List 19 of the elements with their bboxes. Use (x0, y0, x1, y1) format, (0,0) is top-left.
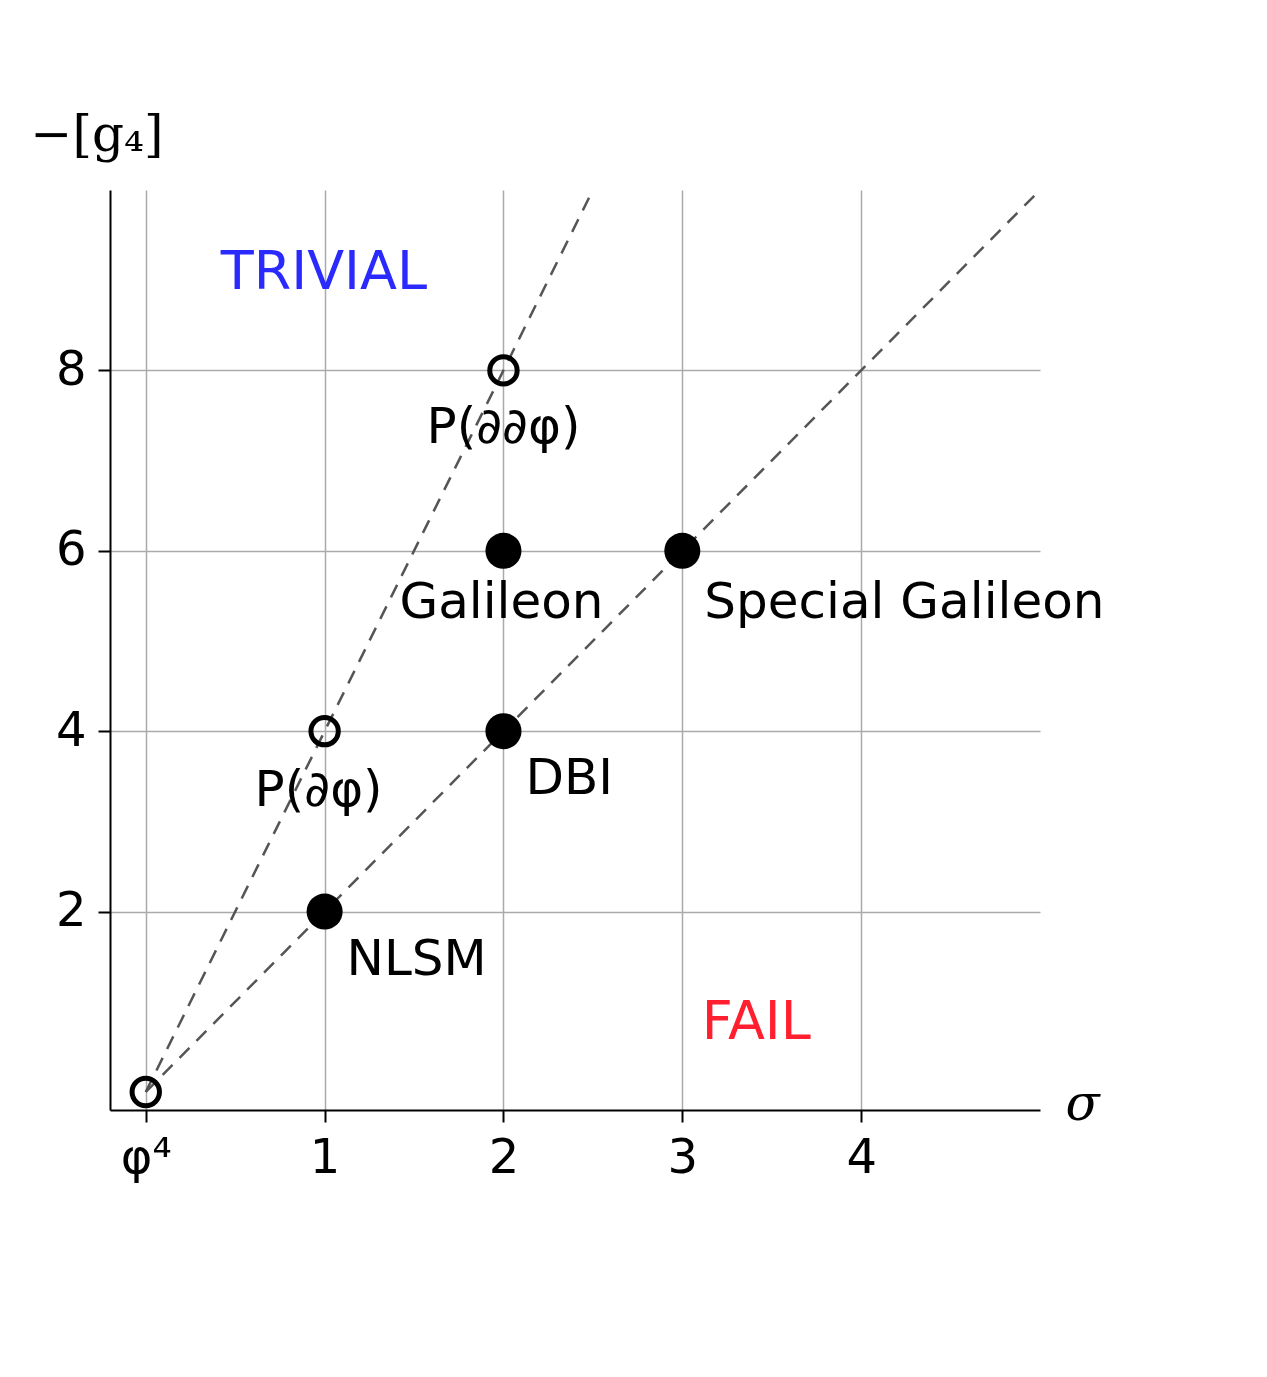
annotation: NLSM (346, 928, 487, 987)
annotation: P(∂φ) (254, 760, 383, 819)
x-tick-label: 1 (309, 1127, 341, 1184)
x-tick-label: 4 (846, 1127, 877, 1184)
y-tick-label: 8 (55, 339, 87, 396)
annotation: Galileon (399, 571, 604, 630)
annotation: DBI (525, 748, 614, 807)
annotation: P(∂∂φ) (426, 397, 581, 456)
y-tick-label: 6 (55, 520, 87, 577)
annotation: TRIVIAL (219, 238, 428, 302)
y-axis-title: −[g₄] (30, 104, 164, 163)
annotation: Special Galileon (704, 571, 1105, 630)
y-tick-label: 4 (55, 700, 87, 757)
x-axis-title: σ (1065, 1073, 1102, 1132)
x-tick-label: 2 (488, 1127, 520, 1184)
y-tick-label: 2 (55, 881, 87, 938)
x-tick-label: 3 (667, 1127, 699, 1184)
annotation: FAIL (701, 988, 811, 1052)
x-tick-label: φ⁴ (120, 1127, 172, 1184)
